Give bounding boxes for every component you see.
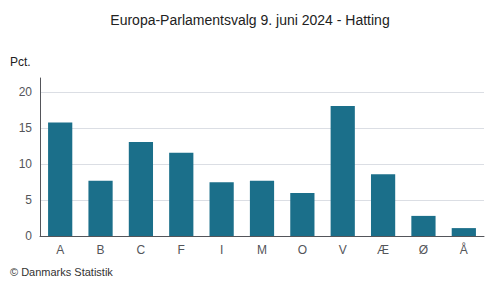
svg-text:A: A <box>56 243 64 257</box>
svg-text:I: I <box>220 243 223 257</box>
svg-text:Ø: Ø <box>419 243 428 257</box>
svg-text:0: 0 <box>25 229 32 243</box>
svg-text:Europa-Parlamentsvalg 9. juni: Europa-Parlamentsvalg 9. juni 2024 - Hat… <box>110 12 389 28</box>
svg-text:Å: Å <box>460 242 468 257</box>
svg-text:Æ: Æ <box>377 243 389 257</box>
svg-text:10: 10 <box>19 157 33 171</box>
svg-text:C: C <box>137 243 146 257</box>
svg-text:B: B <box>97 243 105 257</box>
svg-text:15: 15 <box>19 121 33 135</box>
svg-text:V: V <box>339 243 347 257</box>
svg-text:O: O <box>298 243 307 257</box>
svg-text:M: M <box>257 243 267 257</box>
svg-text:© Danmarks Statistik: © Danmarks Statistik <box>10 266 113 278</box>
svg-text:20: 20 <box>19 85 33 99</box>
svg-text:F: F <box>178 243 185 257</box>
svg-text:Pct.: Pct. <box>10 55 31 69</box>
svg-text:5: 5 <box>25 193 32 207</box>
